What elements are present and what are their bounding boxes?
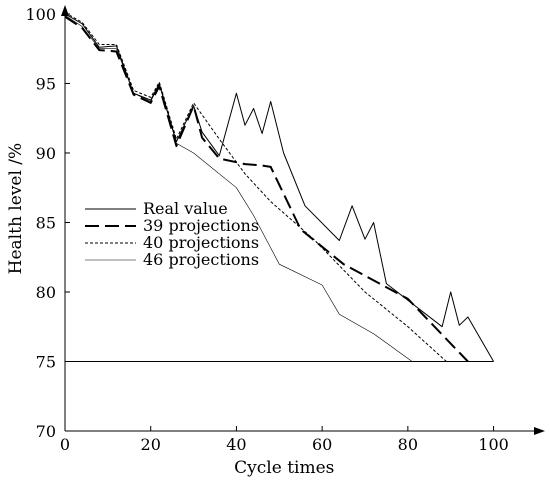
legend-label: 46 projections	[143, 250, 259, 269]
series-group	[64, 12, 495, 363]
series-line-1	[64, 13, 495, 362]
legend-label: 40 projections	[143, 233, 259, 252]
legend-label: 39 projections	[143, 216, 259, 235]
y-tick-label: 85	[36, 213, 56, 232]
legend-label: Real value	[143, 199, 228, 218]
y-tick-label: 75	[36, 352, 56, 371]
x-tick-label: 40	[226, 435, 246, 454]
ticks: 0 20 40 60 80 100 70 75 80 85 90 95 100	[25, 5, 508, 454]
y-axis-label: Health level /%	[6, 143, 26, 275]
x-tick-label: 60	[312, 435, 332, 454]
x-tick-label: 100	[478, 435, 509, 454]
x-axis-label: Cycle times	[234, 458, 334, 478]
x-tick-label: 0	[60, 435, 70, 454]
y-tick-label: 100	[25, 5, 56, 24]
y-tick-label: 80	[36, 283, 56, 302]
series-line-2	[64, 15, 469, 363]
y-tick-label: 95	[36, 74, 56, 93]
y-tick-label: 90	[36, 144, 56, 163]
series-line-3	[64, 12, 447, 362]
x-tick-label: 20	[141, 435, 161, 454]
y-tick-label: 70	[36, 422, 56, 441]
axes	[61, 5, 545, 435]
x-tick-label: 80	[398, 435, 418, 454]
series-line-4	[64, 15, 413, 362]
x-axis-arrow	[534, 427, 545, 435]
